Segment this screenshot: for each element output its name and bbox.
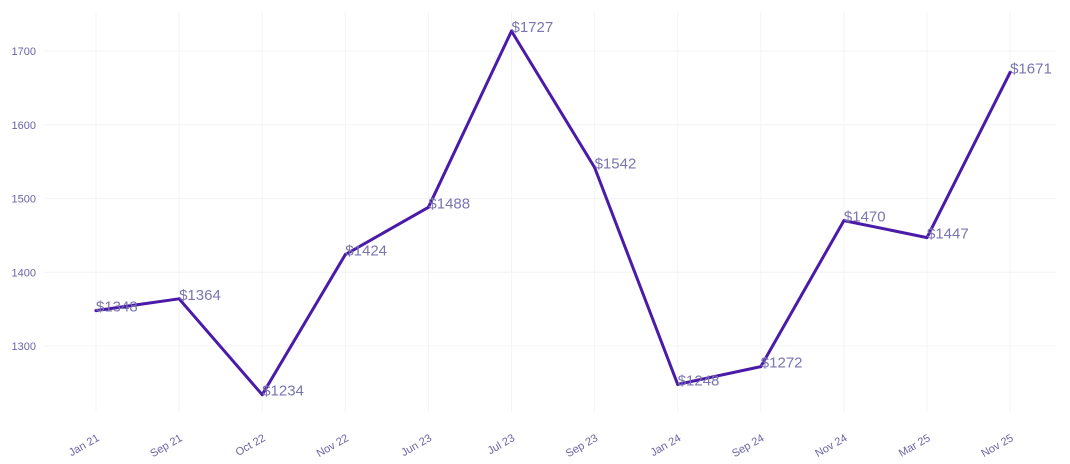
data-point xyxy=(593,166,597,170)
x-axis: Jan 21 Sep 21 Oct 22 Nov 22 Jun 23 Jul 23 Sep … xyxy=(67,432,1016,460)
grid-layer xyxy=(44,12,1056,412)
x-tick-label: Jun 23 xyxy=(399,432,434,459)
y-tick-label: 1600 xyxy=(12,120,36,132)
data-point xyxy=(177,297,181,301)
data-label: $1727 xyxy=(512,19,554,36)
data-point xyxy=(343,253,347,257)
x-tick-label: Jul 23 xyxy=(486,432,517,457)
data-point xyxy=(925,236,929,240)
x-tick-label: Sep 21 xyxy=(148,432,184,460)
data-label: $1542 xyxy=(595,156,637,173)
data-label: $1447 xyxy=(927,226,969,243)
data-label: $1488 xyxy=(428,195,470,212)
data-point xyxy=(94,309,98,313)
data-point xyxy=(676,382,680,386)
y-axis: 1300 1400 1500 1600 1700 xyxy=(12,46,36,353)
y-tick-label: 1300 xyxy=(12,341,36,353)
data-label: $1272 xyxy=(761,355,803,372)
data-label: $1364 xyxy=(179,287,221,304)
data-point xyxy=(842,219,846,223)
x-tick-label: Oct 22 xyxy=(234,432,268,459)
x-tick-label: Nov 22 xyxy=(315,432,351,460)
data-point xyxy=(1008,70,1012,74)
data-point xyxy=(260,393,264,397)
x-tick-label: Mar 25 xyxy=(897,432,933,460)
data-label: $1671 xyxy=(1010,60,1052,77)
x-tick-label: Jan 21 xyxy=(67,432,102,459)
data-label: $1424 xyxy=(345,243,387,260)
series-layer xyxy=(94,29,1012,397)
x-tick-label: Nov 25 xyxy=(979,432,1015,460)
x-tick-label: Nov 24 xyxy=(813,432,849,460)
x-tick-label: Sep 24 xyxy=(730,432,766,460)
data-point xyxy=(759,365,763,369)
y-tick-label: 1400 xyxy=(12,267,36,279)
data-point xyxy=(510,29,513,33)
data-labels: $1348 $1364 $1234 $1424 $1488 $1727 $1542 $1248… xyxy=(96,19,1052,400)
x-tick-label: Jan 24 xyxy=(649,432,684,459)
data-label: $1234 xyxy=(262,383,304,400)
data-point xyxy=(426,205,430,209)
data-label: $1470 xyxy=(844,209,886,226)
data-label: $1348 xyxy=(96,299,138,316)
x-tick-label: Sep 23 xyxy=(564,432,600,460)
y-tick-label: 1500 xyxy=(12,194,36,206)
data-label: $1248 xyxy=(678,372,720,389)
series-line xyxy=(94,29,1012,397)
y-tick-label: 1700 xyxy=(12,46,36,58)
